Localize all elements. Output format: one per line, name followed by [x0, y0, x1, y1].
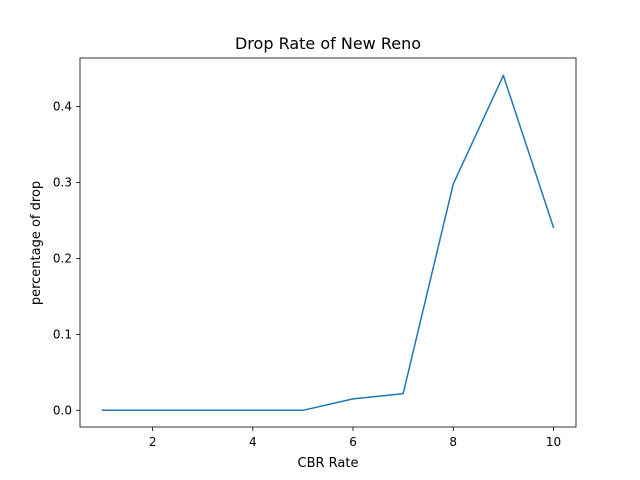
- y-tick-label: 0.3: [53, 176, 72, 190]
- plot-area: 2 4 6 8 10 0.0 0.1 0.2 0.3 0.4: [53, 57, 577, 449]
- y-tick-label: 0.4: [53, 100, 72, 114]
- axes-frame: [79, 57, 577, 428]
- y-tick-label: 0.2: [53, 251, 72, 265]
- x-tick-label: 8: [449, 435, 457, 449]
- y-axis-label: percentage of drop: [29, 181, 44, 305]
- y-tick-label: 0.1: [53, 327, 72, 341]
- x-axis-label: CBR Rate: [298, 456, 359, 471]
- y-tick-label: 0.0: [53, 403, 72, 417]
- x-tick-label: 2: [149, 435, 157, 449]
- x-tick-label: 6: [349, 435, 357, 449]
- x-tick-label: 4: [249, 435, 257, 449]
- series-line-0: [101, 74, 555, 412]
- x-tick-label: 10: [546, 435, 561, 449]
- chart-title: Drop Rate of New Reno: [235, 34, 421, 53]
